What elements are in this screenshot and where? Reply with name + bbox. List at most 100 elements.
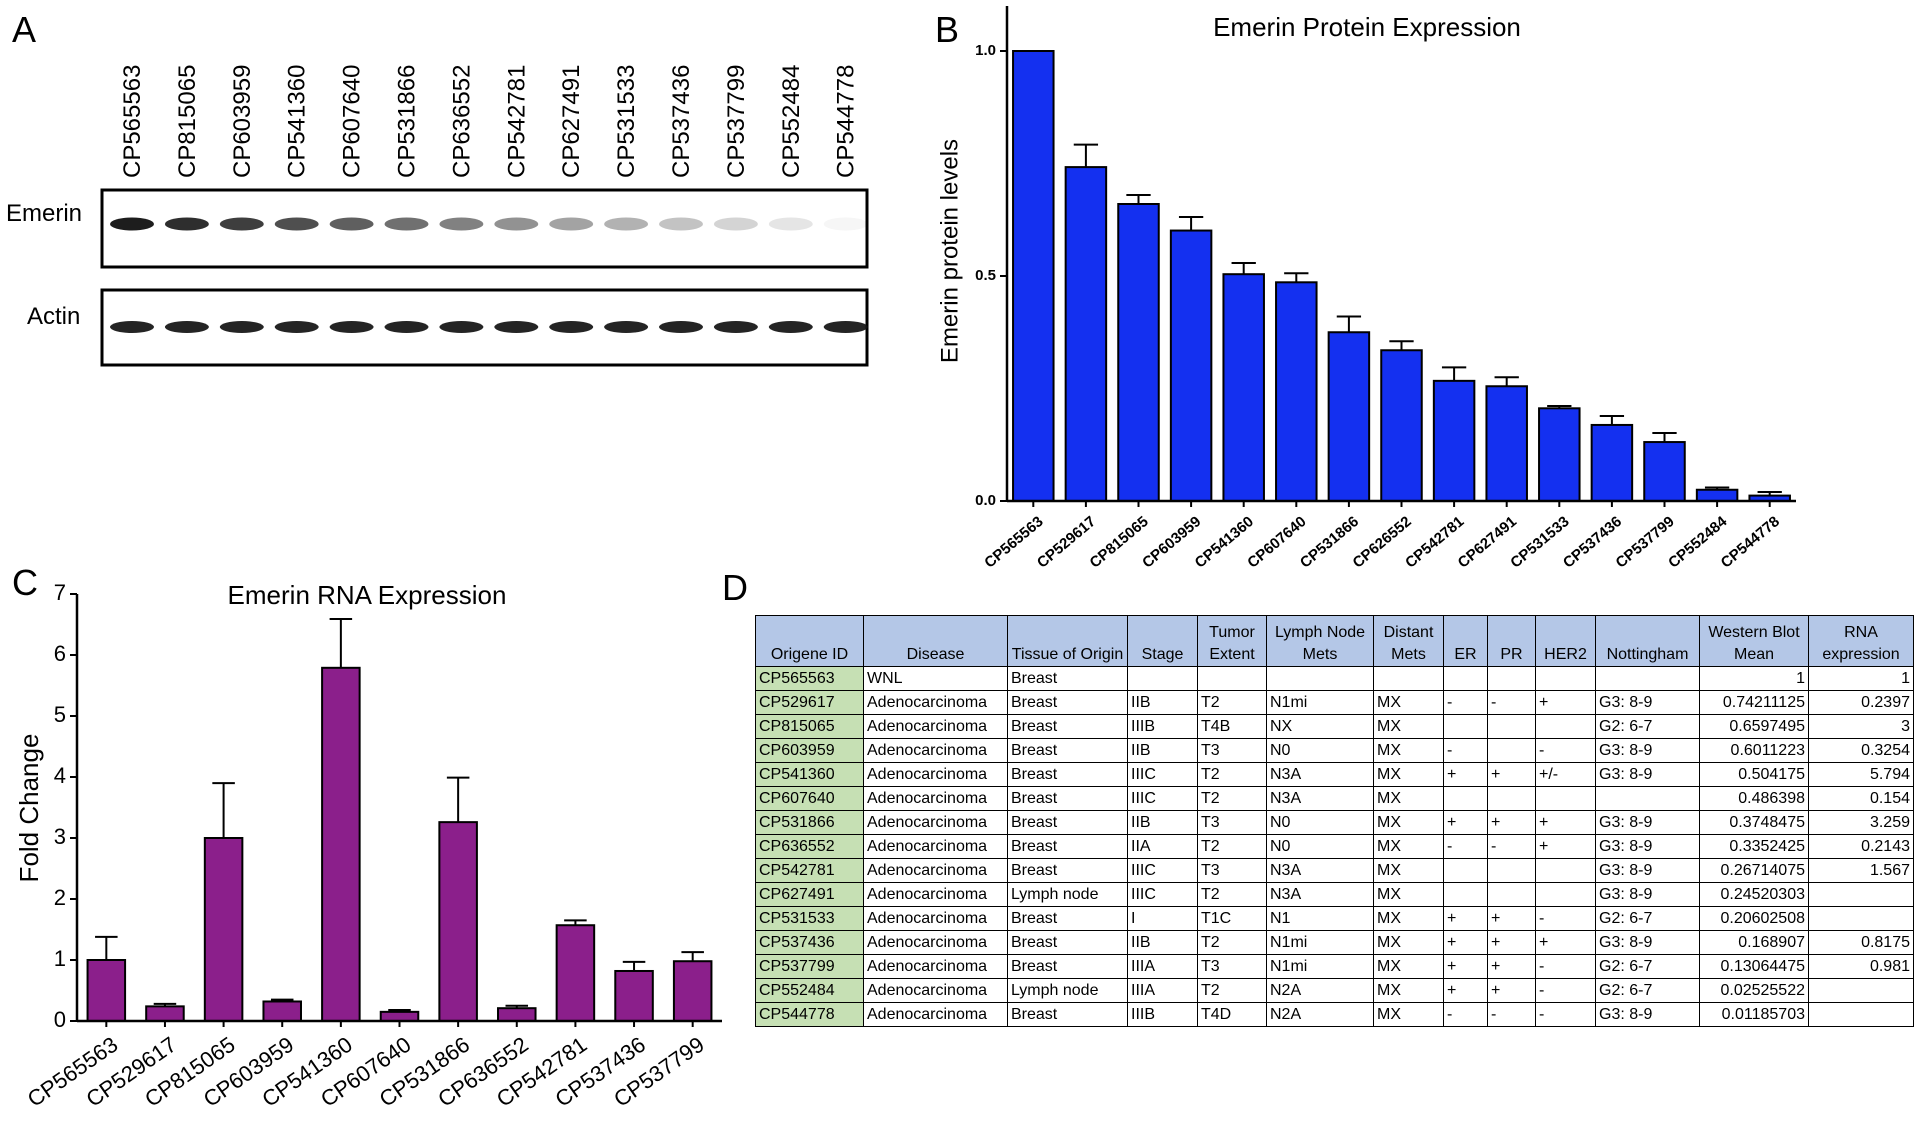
table-cell: 1.567 [1808, 858, 1914, 883]
table-cell [1595, 786, 1700, 811]
table-cell: MX [1373, 762, 1444, 787]
table-cell: CP603959 [755, 738, 864, 763]
table-cell: 0.13064475 [1699, 954, 1809, 979]
blot-band [713, 217, 758, 231]
table-cell [1808, 882, 1914, 907]
y-tick-label: 0.0 [975, 492, 996, 509]
table-cell: N1mi [1266, 954, 1374, 979]
bar [1643, 441, 1686, 502]
table-cell [1535, 714, 1596, 739]
table-cell: - [1535, 738, 1596, 763]
table-row: CP537799 Adenocarcinoma Breast IIIA T3 N1mi MX… [755, 954, 1914, 979]
table-cell: MX [1373, 954, 1444, 979]
blot-band [494, 321, 539, 333]
header-cell: RNA expression [1808, 615, 1914, 667]
table-cell [1127, 666, 1198, 691]
table-cell: MX [1373, 882, 1444, 907]
header-cell: Tumor Extent [1197, 615, 1267, 667]
y-tick-label: 0 [54, 1007, 66, 1032]
table-cell: - [1535, 978, 1596, 1003]
table-cell: 0.504175 [1699, 762, 1809, 787]
lane-label: CP541360 [284, 65, 311, 178]
table-cell: T2 [1197, 786, 1267, 811]
table-cell: - [1487, 834, 1536, 859]
table-cell: T1C [1197, 906, 1267, 931]
table-cell: 0.486398 [1699, 786, 1809, 811]
panel-label: B [935, 9, 959, 50]
table-cell: Breast [1007, 666, 1128, 691]
table-cell: - [1535, 1002, 1596, 1027]
y-tick-label: 1.0 [975, 42, 996, 59]
table-row: CP607640 Adenocarcinoma Breast IIIC T2 N3A MX 0… [755, 786, 1914, 811]
blot-row-label: Emerin [6, 200, 82, 227]
table-cell: 0.2143 [1808, 834, 1914, 859]
bar [555, 924, 596, 1022]
table-cell: Breast [1007, 930, 1128, 955]
table-cell: N2A [1266, 1002, 1374, 1027]
chart-title: Emerin RNA Expression [228, 580, 507, 610]
header-cell: Tissue of Origin [1007, 615, 1128, 667]
table-cell [1443, 714, 1488, 739]
table-cell: MX [1373, 858, 1444, 883]
lane-label: CP627491 [558, 65, 585, 178]
table-cell: + [1487, 978, 1536, 1003]
blot-band [549, 321, 594, 333]
y-axis-label: Emerin protein levels [936, 139, 963, 363]
table-cell: - [1535, 906, 1596, 931]
table-cell: Adenocarcinoma [863, 762, 1008, 787]
table-cell: 0.6011223 [1699, 738, 1809, 763]
table-cell: N0 [1266, 738, 1374, 763]
table-cell: Lymph node [1007, 978, 1128, 1003]
bar [1485, 385, 1528, 502]
table-cell: 0.2397 [1808, 690, 1914, 715]
table-row: CP636552 Adenocarcinoma Breast IIA T2 N0 MX - - +… [755, 834, 1914, 859]
table-cell [1443, 882, 1488, 907]
bar [1012, 50, 1055, 502]
table-cell: + [1487, 954, 1536, 979]
bar [1432, 379, 1476, 503]
table-cell [1535, 666, 1596, 691]
lane-label: CP537436 [668, 65, 695, 178]
table-cell [1266, 666, 1374, 691]
table-cell: Lymph node [1007, 882, 1128, 907]
table-cell: Breast [1007, 786, 1128, 811]
table-row: CP531866 Adenocarcinoma Breast IIB T3 N0 MX + + +… [755, 810, 1914, 835]
y-tick-label: 7 [54, 580, 66, 605]
table-cell: CP537436 [755, 930, 864, 955]
table-cell: CP636552 [755, 834, 864, 859]
y-tick-label: 3 [54, 824, 66, 849]
blot-band [164, 321, 209, 333]
header-cell: PR [1487, 615, 1536, 667]
blot-band [219, 321, 264, 333]
table-cell: + [1535, 834, 1596, 859]
table-cell: 0.3352425 [1699, 834, 1809, 859]
table-cell: N3A [1266, 858, 1374, 883]
table-cell: 0.01185703 [1699, 1002, 1809, 1027]
blot-band [329, 217, 374, 231]
y-tick-label: 0.5 [975, 267, 996, 284]
table-cell: G3: 8-9 [1595, 762, 1700, 787]
table-cell: 5.794 [1808, 762, 1914, 787]
table-cell: MX [1373, 810, 1444, 835]
table-cell: 0.3748475 [1699, 810, 1809, 835]
table-cell: IIA [1127, 834, 1198, 859]
blot-band [823, 217, 868, 231]
table-cell: N2A [1266, 978, 1374, 1003]
table-cell: IIIC [1127, 786, 1198, 811]
table-cell [1808, 1002, 1914, 1027]
header-cell: Disease [863, 615, 1008, 667]
blot-band [713, 321, 758, 333]
y-axis-label: Fold Change [14, 734, 44, 883]
bar [438, 821, 478, 1023]
lane-label: CP815065 [174, 65, 201, 178]
table-cell: N1 [1266, 906, 1374, 931]
table-cell [1808, 978, 1914, 1003]
table-cell: G2: 6-7 [1595, 954, 1700, 979]
blot-band [439, 321, 484, 333]
blot-row-label: Actin [27, 303, 80, 330]
table-cell [1535, 858, 1596, 883]
table-row: CP815065 Adenocarcinoma Breast IIIB T4B NX MX G… [755, 714, 1914, 739]
table-cell: - [1443, 690, 1488, 715]
table-row: CP531533 Adenocarcinoma Breast I T1C N1 MX + + - G… [755, 906, 1914, 931]
table-cell: - [1443, 1002, 1488, 1027]
